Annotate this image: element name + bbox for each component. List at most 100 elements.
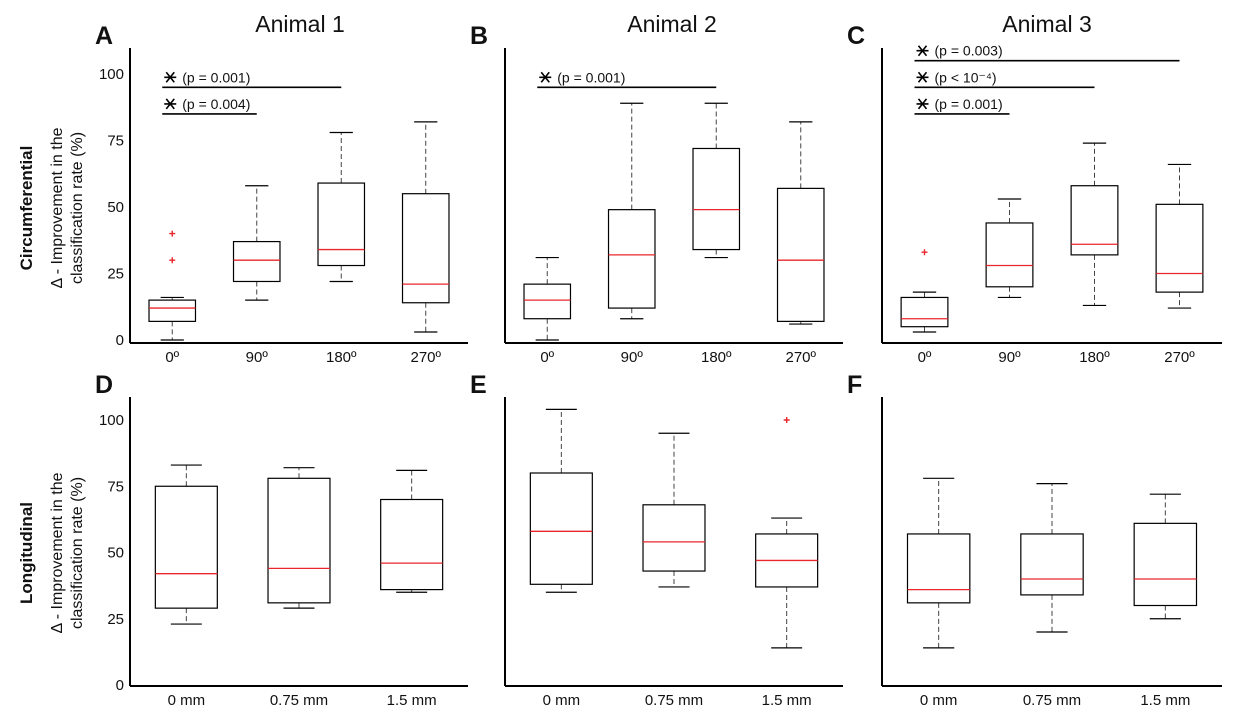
x-tick-label: 90º (998, 349, 1021, 366)
ylabel-circumferential-line-2: classification rate (%) (69, 132, 86, 284)
asterisk-icon (164, 71, 177, 83)
box-iqr (1020, 533, 1084, 596)
y-tick-label: 50 (107, 545, 124, 562)
significance-annotation: (p = 0.001) (914, 96, 1010, 115)
asterisk-icon (916, 71, 929, 83)
box-0 (148, 230, 197, 341)
panel-e: E 0 mm 0.75 mm 1.5 mm (470, 371, 843, 708)
x-tick-label: 180º (1079, 349, 1110, 366)
column-title-animal-1: Animal 1 (255, 11, 344, 37)
box-0 (154, 464, 218, 625)
panel-d: D 0 25 50 75 100 0 mm 0.75 mm 1.5 mm (95, 371, 468, 708)
box-iqr (154, 485, 218, 609)
box-3 (401, 121, 450, 333)
box-iqr (985, 222, 1034, 288)
significance-annotation: (p = 0.001) (537, 69, 717, 89)
box-0 (523, 256, 572, 341)
box-iqr (642, 504, 706, 572)
box-2 (1070, 142, 1119, 307)
y-tick-label: 50 (107, 199, 124, 216)
p-value-label: (p = 0.001) (182, 69, 250, 85)
box-iqr (529, 472, 593, 585)
box-1 (267, 467, 331, 609)
outlier-point (921, 249, 928, 256)
x-tick-label: 0 mm (543, 692, 581, 708)
box-3 (1155, 163, 1204, 309)
x-tick-label: 180º (326, 349, 357, 366)
p-value-label: (p = 0.001) (557, 69, 625, 85)
box-iqr (1155, 203, 1204, 293)
box-iqr (692, 147, 741, 251)
box-1 (607, 102, 656, 320)
x-tick-label: 0.75 mm (645, 692, 703, 708)
y-tick-label: 0 (116, 332, 124, 349)
x-tick-label: 0º (540, 349, 554, 366)
ylabel-longitudinal-line-1: Δ - Improvement in the (49, 472, 66, 633)
column-title-animal-2: Animal 2 (627, 11, 716, 37)
box-2 (317, 131, 366, 283)
y-tick-label: 75 (107, 133, 124, 150)
box-iqr (607, 209, 656, 309)
panel-letter-b: B (470, 22, 488, 50)
box-iqr (401, 193, 450, 304)
box-2 (755, 417, 819, 649)
box-0 (900, 249, 949, 333)
outlier-point (169, 257, 176, 264)
row-label-longitudinal-title: Longitudinal (17, 502, 36, 604)
box-iqr (1070, 185, 1119, 256)
asterisk-icon (164, 98, 177, 110)
p-value-label: (p = 0.003) (935, 43, 1003, 59)
x-tick-label: 1.5 mm (1140, 692, 1190, 708)
outlier-point (783, 417, 790, 423)
box-iqr (1133, 522, 1198, 607)
row-label-circumferential-title: Circumferential (17, 146, 36, 271)
x-tick-label: 0º (918, 349, 932, 366)
panel-a: A 0 25 50 75 100 0º 90º 180º 270º (p = 0.001) (p = … (95, 22, 468, 366)
asterisk-icon (539, 71, 552, 83)
significance-annotation: (p = 0.004) (162, 96, 257, 115)
box-iqr (317, 182, 366, 267)
box-0 (529, 408, 593, 593)
y-tick-label: 100 (99, 412, 124, 429)
row-label-longitudinal: Longitudinal (17, 502, 36, 604)
box-1 (642, 432, 706, 588)
ylabel-longitudinal: Δ - Improvement in the classification ra… (49, 472, 86, 633)
box-2 (692, 102, 741, 259)
x-tick-label: 180º (701, 349, 732, 366)
box-iqr (523, 283, 572, 320)
x-tick-label: 90º (621, 349, 644, 366)
p-value-label: (p = 0.004) (182, 96, 250, 112)
box-1 (1020, 483, 1084, 633)
x-tick-label: 90º (246, 349, 269, 366)
x-tick-label: 0º (165, 349, 179, 366)
panel-letter-a: A (95, 22, 113, 50)
column-title-animal-3: Animal 3 (1002, 11, 1091, 37)
ylabel-circumferential-line-1: Δ - Improvement in the (49, 127, 66, 288)
ylabel-circumferential: Δ - Improvement in the classification ra… (49, 127, 86, 288)
box-1 (232, 185, 281, 301)
p-value-label: (p < 10⁻⁴) (935, 69, 997, 85)
significance-annotation: (p < 10⁻⁴) (914, 69, 1095, 89)
significance-annotation: (p = 0.003) (914, 43, 1180, 62)
asterisk-icon (916, 98, 929, 110)
outlier-point (169, 230, 176, 237)
ylabel-longitudinal-line-2: classification rate (%) (69, 477, 86, 629)
x-tick-label: 270º (410, 349, 441, 366)
significance-annotation: (p = 0.001) (162, 69, 342, 89)
box-1 (985, 198, 1034, 299)
x-tick-label: 0.75 mm (1023, 692, 1081, 708)
box-iqr (232, 240, 281, 283)
y-tick-label: 100 (99, 66, 124, 83)
panel-letter-e: E (470, 371, 487, 399)
x-tick-label: 270º (1164, 349, 1195, 366)
y-tick-label: 75 (107, 478, 124, 495)
panel-b: B 0º 90º 180º 270º (p = 0.001) (470, 22, 843, 366)
x-tick-label: 270º (785, 349, 816, 366)
box-iqr (776, 187, 825, 322)
box-iqr (148, 299, 197, 322)
box-0 (906, 477, 971, 649)
p-value-label: (p = 0.001) (935, 96, 1003, 112)
x-tick-label: 1.5 mm (387, 692, 437, 708)
x-tick-label: 1.5 mm (762, 692, 812, 708)
